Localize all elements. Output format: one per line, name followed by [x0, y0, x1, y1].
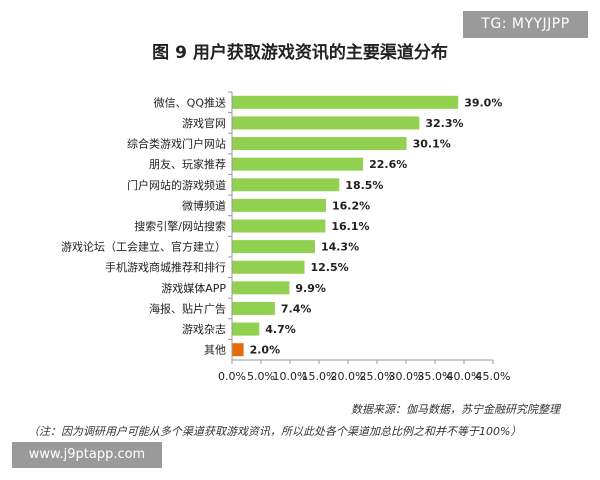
value-label: 16.2%: [332, 199, 370, 212]
value-label: 30.1%: [413, 138, 451, 151]
bar: [232, 157, 364, 171]
x-tick-label: 35.0%: [418, 370, 453, 383]
x-tick-label: 10.0%: [273, 370, 308, 383]
footnote: （注：因为调研用户可能从多个渠道获取游戏资讯，所以此处各个渠道加总比例之和并不等…: [28, 425, 522, 438]
category-label: 游戏论坛（工会建立、官方建立）: [61, 240, 226, 254]
value-label: 2.0%: [250, 344, 281, 357]
value-label: 14.3%: [321, 241, 359, 254]
watermark-url: www.j9ptapp.com: [12, 442, 162, 468]
value-label: 32.3%: [425, 117, 463, 130]
source-note: 数据来源：伽马数据，苏宁金融研究院整理: [351, 403, 560, 416]
value-labels: 39.0%32.3% 30.1% 22.6% 18.5% 16.2% 16.1% 14.3%…: [250, 96, 503, 356]
value-label: 16.1%: [331, 220, 369, 233]
category-label: 海报、贴片广告: [149, 301, 226, 315]
value-label: 7.4%: [281, 302, 312, 315]
bar: [232, 343, 244, 357]
category-label: 搜索引擎/网站搜索: [134, 219, 226, 233]
category-label: 综合类游戏门户网站: [127, 137, 226, 151]
category-labels: 微信、QQ推送游戏官网综合类游戏门户网站朋友、玩家推荐门户网站的游戏频道微博频道…: [61, 95, 226, 356]
category-label: 微信、QQ推送: [154, 95, 226, 109]
category-label: 游戏官网: [182, 116, 226, 130]
x-tick-labels: 0.0% 5.0%10.0%15.0%20.0%25.0%30.0%35.0%40…: [218, 370, 510, 383]
bar: [232, 301, 275, 315]
x-tick-label: 0.0%: [218, 370, 246, 383]
value-label: 4.7%: [265, 323, 296, 336]
value-label: 39.0%: [464, 96, 502, 109]
x-tick-label: 30.0%: [389, 370, 424, 383]
bar: [232, 198, 326, 212]
x-tick-label: 5.0%: [247, 370, 275, 383]
value-label: 18.5%: [345, 179, 383, 192]
x-tick-label: 45.0%: [476, 370, 511, 383]
category-label: 游戏杂志: [182, 323, 226, 336]
x-tick-label: 15.0%: [302, 370, 337, 383]
value-label: 9.9%: [295, 282, 326, 295]
bar: [232, 219, 326, 233]
x-tick-label: 40.0%: [447, 370, 482, 383]
value-label: 12.5%: [311, 261, 349, 274]
watermark-tag: TG: MYYJJPP: [463, 11, 588, 38]
bars: [232, 95, 459, 357]
bar: [232, 178, 340, 192]
bar: [232, 95, 459, 109]
bar: [232, 116, 420, 130]
category-label: 微博频道: [182, 198, 226, 212]
x-tick-label: 20.0%: [331, 370, 366, 383]
bar: [232, 137, 407, 151]
bar: [232, 260, 305, 274]
category-label: 游戏媒体APP: [161, 281, 226, 295]
axes: [228, 91, 494, 364]
bar: [232, 322, 260, 336]
x-tick-label: 25.0%: [360, 370, 395, 383]
bar: [232, 240, 315, 254]
chart-title: 图 9 用户获取游戏资讯的主要渠道分布: [152, 43, 448, 63]
category-label: 其他: [204, 344, 226, 357]
category-label: 朋友、玩家推荐: [149, 157, 226, 171]
value-label: 22.6%: [369, 158, 407, 171]
category-label: 手机游戏商城推荐和排行: [105, 260, 226, 274]
bar: [232, 281, 290, 295]
category-label: 门户网站的游戏频道: [127, 178, 226, 192]
